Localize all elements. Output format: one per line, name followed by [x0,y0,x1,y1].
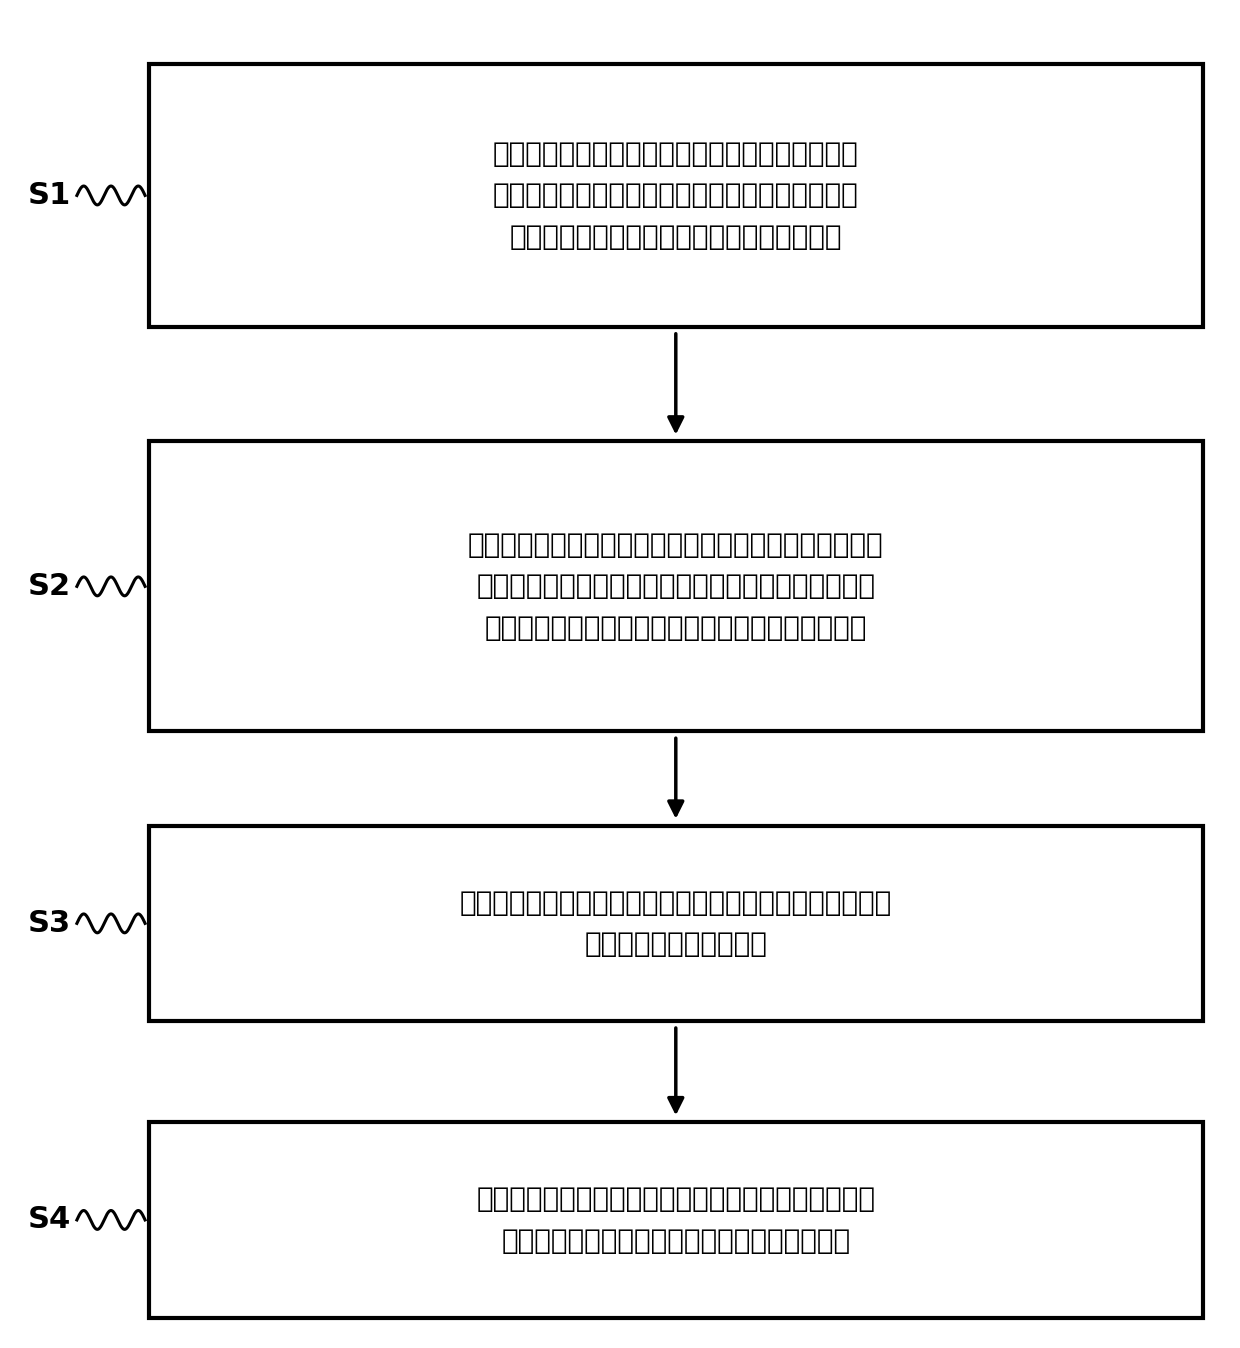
Bar [149,65,1203,328]
Text: S4: S4 [29,1205,71,1235]
Bar [149,1122,1203,1318]
Text: S3: S3 [29,909,71,938]
Text: 对全局掩膜进行连通域检测，对楼面上所有窗户进行定位、
并确定窗户对应的门牌号: 对全局掩膜进行连通域检测，对楼面上所有窗户进行定位、 并确定窗户对应的门牌号 [460,888,892,958]
Text: 依次对相邻的原始图像进行特征提取、匹配和图像拼接，
得到全局图像，对掩膜图像进行相同处理，得到全局掩
膜；根据投射变换对缺陷的位置进行重新计算和定位: 依次对相邻的原始图像进行特征提取、匹配和图像拼接， 得到全局图像，对掩膜图像进行… [467,531,884,642]
Text: S1: S1 [29,181,71,210]
Bar [149,442,1203,731]
Text: 从全局掩膜中找到缺陷重新定位后的位置，并找到距离
最近的窗户，据此推算出其在整体楼面中的位置: 从全局掩膜中找到缺陷重新定位后的位置，并找到距离 最近的窗户，据此推算出其在整体… [476,1185,875,1255]
Bar [149,825,1203,1022]
Text: 获取覆盖楼面整体区域的原始图像、作为原始图像
序列，利用训练好的卷积神经网络进行窗户分割，
得到二值化的掩膜图像，排序后得到掩膜序列: 获取覆盖楼面整体区域的原始图像、作为原始图像 序列，利用训练好的卷积神经网络进行… [494,140,858,251]
Text: S2: S2 [29,572,71,601]
